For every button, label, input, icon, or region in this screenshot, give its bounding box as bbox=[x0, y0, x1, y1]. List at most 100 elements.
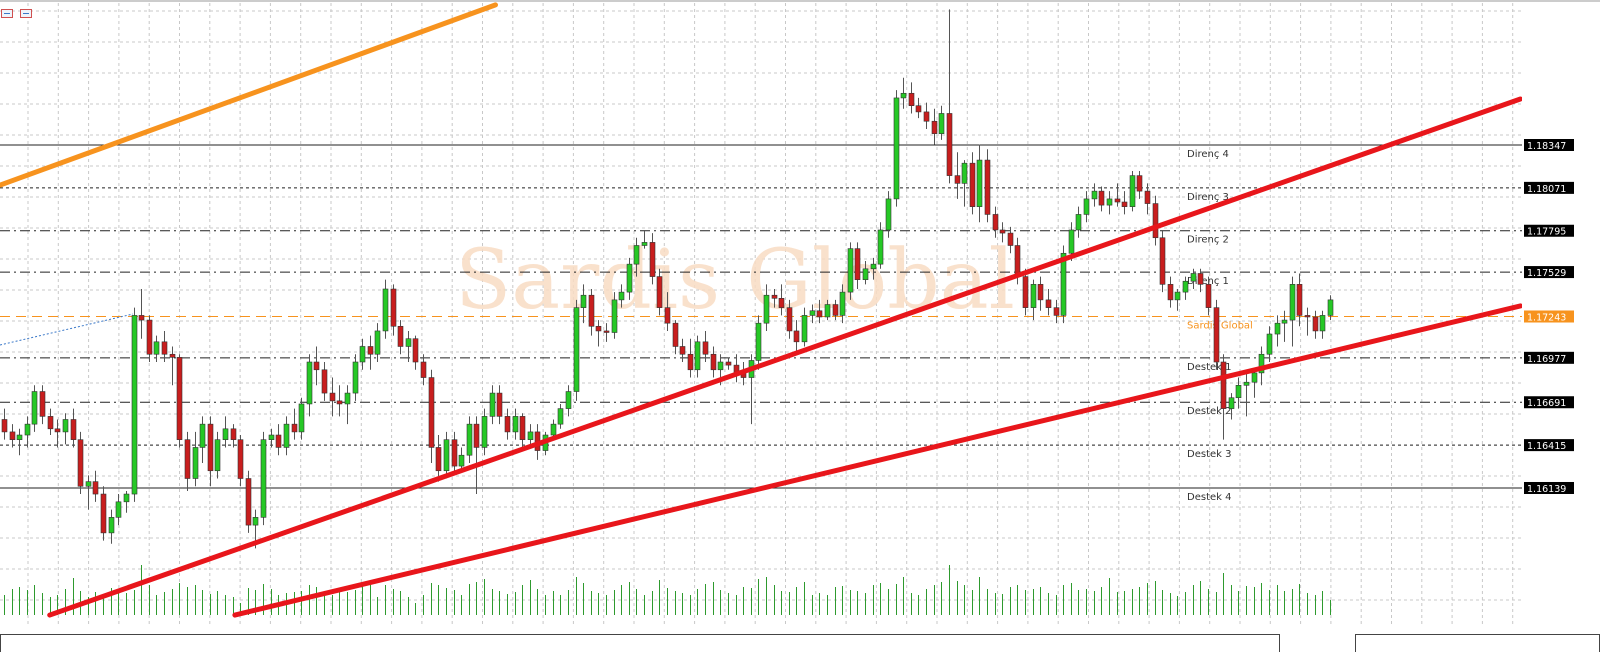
candle bbox=[832, 299, 839, 321]
candle-body bbox=[1060, 252, 1067, 316]
candle-body bbox=[70, 419, 77, 440]
candle bbox=[153, 335, 160, 363]
price-tag-label: 1.17529 bbox=[1527, 268, 1566, 279]
level-label: Destek 4 bbox=[1187, 492, 1231, 503]
candle-body bbox=[473, 423, 480, 448]
candle bbox=[1220, 354, 1227, 440]
candle-body bbox=[1159, 237, 1166, 285]
candle-body bbox=[1167, 284, 1174, 301]
candle-body bbox=[153, 341, 160, 355]
candle-body bbox=[115, 501, 122, 518]
candle bbox=[176, 354, 183, 448]
candle-body bbox=[633, 245, 640, 265]
time-scale-bar[interactable] bbox=[0, 634, 1280, 652]
price-tag bbox=[1524, 439, 1574, 452]
candle-body bbox=[702, 341, 709, 355]
candle-body bbox=[809, 310, 816, 316]
candle bbox=[100, 486, 107, 541]
candle-body bbox=[1014, 245, 1021, 277]
candle-body bbox=[199, 423, 206, 448]
candle-body bbox=[1152, 203, 1159, 239]
candle bbox=[573, 299, 580, 401]
candle bbox=[1266, 326, 1273, 363]
candle-body bbox=[816, 310, 823, 318]
candle bbox=[1075, 206, 1082, 238]
candle bbox=[1159, 229, 1166, 293]
candle-body bbox=[428, 377, 435, 448]
candle-body bbox=[321, 369, 328, 394]
candle bbox=[1235, 377, 1242, 409]
candle-body bbox=[1114, 198, 1121, 203]
candle-body bbox=[946, 113, 953, 176]
candle bbox=[1053, 299, 1060, 324]
candle-body bbox=[1, 419, 8, 433]
horizontal-scrollbar[interactable] bbox=[1355, 634, 1600, 652]
candle bbox=[1106, 191, 1113, 215]
candle-body bbox=[237, 439, 244, 479]
candle-body bbox=[443, 439, 450, 472]
candle-body bbox=[374, 330, 381, 355]
candle bbox=[1114, 183, 1121, 207]
trendlines[interactable] bbox=[0, 2, 1522, 618]
level-label: Destek 1 bbox=[1187, 362, 1231, 373]
candle bbox=[1243, 372, 1250, 417]
candle bbox=[70, 408, 77, 448]
candle-body bbox=[717, 361, 724, 371]
candle bbox=[1121, 191, 1128, 215]
candle bbox=[473, 416, 480, 495]
candle-body bbox=[565, 391, 572, 409]
candle-body bbox=[1136, 175, 1143, 192]
candle bbox=[230, 424, 237, 448]
candle bbox=[976, 144, 983, 223]
candle-body bbox=[557, 408, 564, 425]
candle-body bbox=[1053, 307, 1060, 316]
candle-body bbox=[999, 229, 1006, 234]
candle-body bbox=[1312, 316, 1319, 332]
candle bbox=[77, 431, 84, 495]
level-label: Destek 2 bbox=[1187, 406, 1231, 417]
candle-body bbox=[291, 423, 298, 433]
candle-body bbox=[1083, 198, 1090, 215]
candle-body bbox=[1281, 319, 1288, 324]
candle bbox=[374, 323, 381, 363]
candle-body bbox=[854, 248, 861, 280]
candle bbox=[900, 77, 907, 109]
level-label: Direnç 1 bbox=[1187, 276, 1229, 287]
candle-body bbox=[923, 111, 930, 122]
candle-body bbox=[1319, 315, 1326, 332]
trendline[interactable] bbox=[232, 303, 1522, 618]
candle bbox=[664, 292, 671, 331]
chart-properties-icon[interactable] bbox=[20, 9, 32, 18]
candle bbox=[969, 152, 976, 215]
candle bbox=[854, 242, 861, 290]
candle bbox=[1007, 226, 1014, 254]
candles bbox=[1, 9, 1334, 549]
candle-body bbox=[641, 242, 648, 246]
candle bbox=[344, 385, 351, 425]
candle-body bbox=[1030, 284, 1037, 308]
candle-body bbox=[252, 517, 259, 526]
chart-list-icon[interactable] bbox=[1, 9, 13, 18]
candle-body bbox=[611, 299, 618, 333]
candle-body bbox=[184, 439, 191, 479]
candle-body bbox=[908, 92, 915, 106]
candle bbox=[877, 222, 884, 269]
candle bbox=[397, 320, 404, 355]
candle-body bbox=[1007, 232, 1014, 246]
candle bbox=[329, 377, 336, 417]
candle-body bbox=[1098, 190, 1105, 206]
candle bbox=[123, 490, 130, 513]
candle bbox=[1022, 268, 1029, 316]
trendline[interactable] bbox=[0, 2, 498, 188]
volume-bars bbox=[4, 565, 1331, 615]
trendline[interactable] bbox=[47, 96, 1522, 618]
candle bbox=[146, 315, 153, 363]
candle-body bbox=[131, 315, 138, 495]
candle bbox=[649, 233, 656, 285]
candle bbox=[1037, 276, 1044, 311]
candle bbox=[672, 320, 679, 355]
candle-body bbox=[672, 322, 679, 347]
candle-body bbox=[1144, 190, 1151, 204]
price-tag bbox=[1524, 396, 1574, 409]
